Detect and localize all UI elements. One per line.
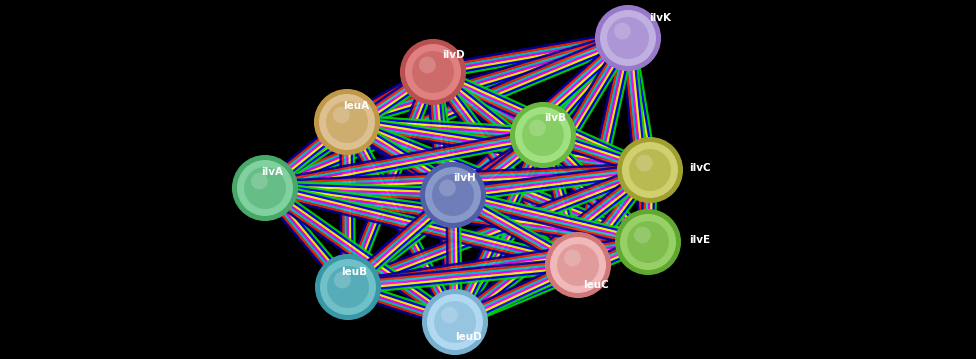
- Text: ilvH: ilvH: [453, 173, 475, 183]
- Text: leuB: leuB: [341, 267, 367, 277]
- Circle shape: [333, 107, 349, 123]
- Circle shape: [634, 227, 651, 243]
- Circle shape: [315, 254, 381, 320]
- Circle shape: [427, 294, 483, 350]
- Text: ilvE: ilvE: [689, 235, 711, 245]
- Circle shape: [237, 160, 293, 216]
- Text: leuA: leuA: [343, 101, 369, 111]
- Text: leuD: leuD: [455, 332, 481, 342]
- Circle shape: [629, 149, 671, 191]
- Circle shape: [515, 107, 571, 163]
- Text: ilvA: ilvA: [261, 167, 283, 177]
- Circle shape: [420, 162, 486, 228]
- Text: leuC: leuC: [583, 280, 609, 290]
- Circle shape: [422, 289, 488, 355]
- Text: ilvB: ilvB: [544, 113, 566, 123]
- Circle shape: [327, 266, 369, 308]
- Circle shape: [636, 155, 653, 171]
- Circle shape: [232, 155, 298, 221]
- Circle shape: [509, 102, 576, 168]
- Text: ilvD: ilvD: [442, 50, 465, 60]
- Circle shape: [432, 174, 474, 216]
- Circle shape: [244, 167, 286, 209]
- Text: ilvC: ilvC: [689, 163, 711, 173]
- Text: ilvK: ilvK: [649, 13, 671, 23]
- Circle shape: [425, 167, 481, 223]
- Circle shape: [529, 120, 546, 136]
- Circle shape: [405, 44, 461, 100]
- Circle shape: [334, 272, 350, 288]
- Circle shape: [314, 89, 380, 155]
- Circle shape: [595, 5, 661, 71]
- Circle shape: [412, 51, 454, 93]
- Circle shape: [600, 10, 656, 66]
- Circle shape: [251, 173, 267, 190]
- Circle shape: [622, 142, 678, 198]
- Circle shape: [620, 214, 676, 270]
- Circle shape: [419, 57, 436, 73]
- Circle shape: [439, 180, 456, 196]
- Circle shape: [615, 209, 681, 275]
- Circle shape: [441, 307, 458, 323]
- Circle shape: [607, 17, 649, 59]
- Circle shape: [320, 259, 376, 315]
- Circle shape: [319, 94, 375, 150]
- Circle shape: [400, 39, 467, 105]
- Circle shape: [326, 101, 368, 143]
- Circle shape: [617, 137, 683, 203]
- Circle shape: [522, 114, 564, 156]
- Circle shape: [614, 23, 630, 39]
- Circle shape: [627, 221, 669, 263]
- Circle shape: [434, 301, 476, 343]
- Circle shape: [550, 237, 606, 293]
- Circle shape: [557, 244, 599, 286]
- Circle shape: [564, 250, 581, 266]
- Circle shape: [545, 232, 611, 298]
